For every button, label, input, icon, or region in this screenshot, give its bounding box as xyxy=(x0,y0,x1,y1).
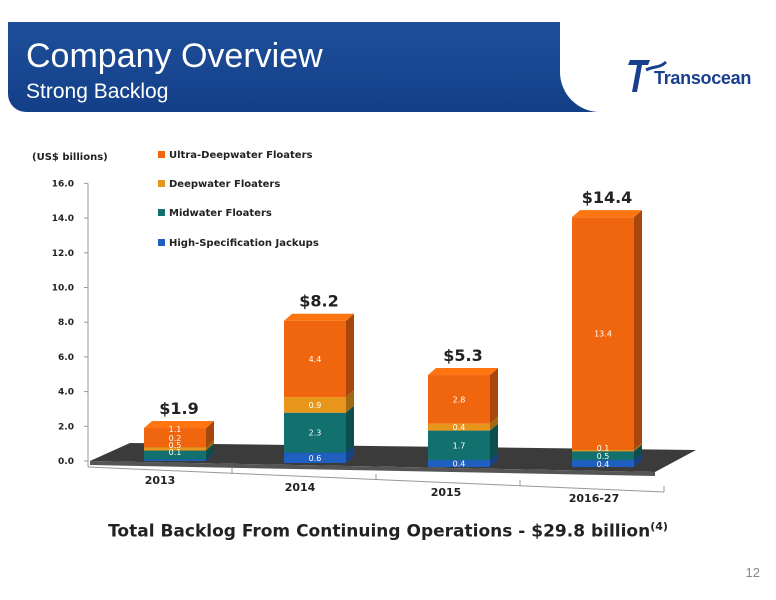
bar-value-label: 13.4 xyxy=(594,329,612,338)
x-tick-label: 2013 xyxy=(145,474,176,487)
legend-swatch xyxy=(158,209,165,216)
bar-segment-side xyxy=(206,443,214,460)
bar-value-label: 0.5 xyxy=(597,452,610,461)
bar-total-label: $5.3 xyxy=(443,346,482,365)
bar-segment-side xyxy=(490,416,498,431)
bar-top xyxy=(144,421,214,429)
y-tick-label: 12.0 xyxy=(52,249,74,259)
legend-label: High-Specification Jackups xyxy=(169,238,319,249)
bar-segment xyxy=(144,459,206,461)
y-tick-label: 0.0 xyxy=(58,457,74,467)
x-axis-line xyxy=(87,466,665,493)
logo-mark-icon xyxy=(628,60,650,92)
logo-text: Transocean xyxy=(654,68,752,88)
unit-label: (US$ billions) xyxy=(32,152,108,163)
bar-segment-side xyxy=(490,453,498,467)
bar-value-label: 0.6 xyxy=(309,454,322,463)
page-subtitle: Strong Backlog xyxy=(26,80,169,103)
bar-value-label: 2.8 xyxy=(453,395,466,404)
legend-label: Deepwater Floaters xyxy=(169,179,280,190)
bar-segment xyxy=(144,428,206,448)
footer-text: Total Backlog From Continuing Operations… xyxy=(108,521,651,542)
bar-segment xyxy=(284,412,346,453)
bar-segment xyxy=(572,449,634,452)
bar-segment-side xyxy=(634,442,642,452)
bar-value-label: 2.3 xyxy=(309,429,322,438)
bar-segment xyxy=(428,430,490,461)
bar-segment xyxy=(284,397,346,413)
bar-value-label: 0.5 xyxy=(169,441,182,450)
bar-segment-side xyxy=(346,405,354,453)
bar-total-label: $1.9 xyxy=(159,399,198,418)
bar-top xyxy=(428,368,498,376)
bar-segment-side xyxy=(206,421,214,448)
logo-panel xyxy=(560,22,776,112)
bar-segment-side xyxy=(634,210,642,450)
y-tick-label: 8.0 xyxy=(58,318,74,328)
bar-segment xyxy=(428,460,490,467)
x-tick-label: 2014 xyxy=(285,481,316,494)
x-tick-label: 2016-27 xyxy=(569,492,620,505)
legend-swatch xyxy=(158,239,165,246)
bar-value-label: 1.7 xyxy=(453,441,466,450)
legend-label: Midwater Floaters xyxy=(169,208,272,219)
bar-segment-side xyxy=(634,444,642,461)
footer-footnote: (4) xyxy=(650,520,668,533)
y-tick-label: 4.0 xyxy=(58,388,74,398)
bar-segment-side xyxy=(206,440,214,451)
bar-value-label: 0.1 xyxy=(597,444,610,453)
bar-segment-side xyxy=(346,390,354,413)
bar-segment-side xyxy=(490,423,498,461)
legend-swatch xyxy=(158,180,165,187)
bar-segment xyxy=(428,375,490,424)
legend-label: Ultra-Deepwater Floaters xyxy=(169,150,313,161)
bar-top xyxy=(572,210,642,218)
y-tick-label: 14.0 xyxy=(52,214,74,224)
page-number: 12 xyxy=(745,565,760,580)
y-tick-label: 2.0 xyxy=(58,422,74,432)
bar-value-label: 0.4 xyxy=(453,423,466,432)
bar-segment-side xyxy=(206,452,214,461)
transocean-logo xyxy=(628,60,668,92)
footer-caption: Total Backlog From Continuing Operations… xyxy=(0,520,776,542)
bar-segment xyxy=(284,320,346,398)
bar-segment xyxy=(428,423,490,431)
legend-swatch xyxy=(158,151,165,158)
x-tick-label: 2015 xyxy=(431,486,462,499)
bar-segment-side xyxy=(346,313,354,398)
chart-floor xyxy=(90,443,696,472)
bar-segment xyxy=(144,447,206,451)
bar-segment xyxy=(144,450,206,460)
bar-segment xyxy=(284,452,346,463)
bar-value-label: 0.2 xyxy=(169,434,182,443)
bar-segment xyxy=(572,217,634,450)
bar-segment xyxy=(572,451,634,461)
bar-total-label: $14.4 xyxy=(582,188,633,207)
y-tick-label: 10.0 xyxy=(52,284,74,294)
bar-value-label: 0.4 xyxy=(597,460,610,469)
bar-segment-side xyxy=(346,445,354,463)
bar-segment xyxy=(572,460,634,467)
chart-floor-edge xyxy=(90,461,655,476)
bar-value-label: 0.9 xyxy=(309,401,322,410)
bar-segment-side xyxy=(490,368,498,424)
bar-value-label: 1.1 xyxy=(169,425,182,434)
bar-value-label: 4.4 xyxy=(309,355,322,364)
page-title: Company Overview xyxy=(26,37,323,75)
bar-top xyxy=(284,313,354,321)
y-tick-label: 6.0 xyxy=(58,353,74,363)
y-tick-label: 16.0 xyxy=(52,179,74,189)
bar-value-label: 0.4 xyxy=(453,460,466,469)
bar-value-label: 0.1 xyxy=(169,448,182,457)
bar-segment-side xyxy=(634,453,642,467)
bar-total-label: $8.2 xyxy=(299,292,338,311)
